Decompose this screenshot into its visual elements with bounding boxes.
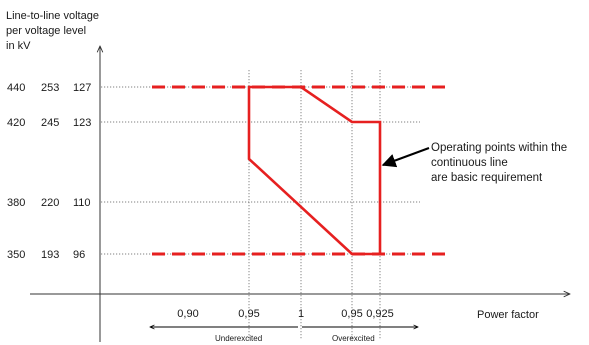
- underexcited-label: Underexcited: [215, 334, 262, 343]
- limit-lines: [152, 85, 445, 256]
- x-tick-label: 0,925: [366, 308, 394, 320]
- y-tick-label: 350: [7, 249, 25, 261]
- y-axis-title-line-3: in kV: [6, 40, 31, 52]
- annotation-line-1: Operating points within the: [431, 142, 567, 154]
- x-tick-label: 0,95: [238, 308, 259, 320]
- y-tick-label: 193: [41, 249, 59, 261]
- y-tick-label: 127: [73, 82, 91, 94]
- gridlines: [101, 70, 420, 339]
- y-tick-label: 110: [73, 197, 91, 209]
- annotation-line-2: continuous line: [431, 157, 508, 169]
- y-tick-label: 245: [41, 117, 59, 129]
- x-axis-title: Power factor: [477, 309, 539, 321]
- y-tick-label: 380: [7, 197, 25, 209]
- operating-region-outline: [247, 85, 382, 256]
- annotation-line-3: are basic requirement: [431, 172, 543, 184]
- y-tick-label: 220: [41, 197, 59, 209]
- x-tick-label: 0,90: [177, 308, 198, 320]
- x-tick-labels: 0,90 0,95 1 0,95 0,925: [177, 308, 393, 320]
- y-tick-label: 420: [7, 117, 25, 129]
- y-tick-label: 440: [7, 82, 25, 94]
- annotation-arrow: [381, 147, 430, 168]
- operating-region: [247, 85, 382, 256]
- x-tick-label: 0,95: [341, 308, 362, 320]
- x-tick-label: 1: [298, 308, 304, 320]
- y-tick-label: 96: [73, 249, 85, 261]
- y-tick-label: 253: [41, 82, 59, 94]
- annotation: Operating points within the continuous l…: [381, 142, 567, 184]
- y-tick-labels: 440 253 127 420 245 123 380 220 110 350 193 96: [7, 82, 91, 261]
- excitation-indicators: Underexcited Overexcited: [150, 327, 418, 343]
- y-tick-label: 123: [73, 117, 91, 129]
- y-axis-title-line-1: Line-to-line voltage: [6, 10, 99, 22]
- y-axis-title-line-2: per voltage level: [6, 25, 86, 37]
- axes: [30, 46, 570, 342]
- overexcited-label: Overexcited: [332, 334, 375, 343]
